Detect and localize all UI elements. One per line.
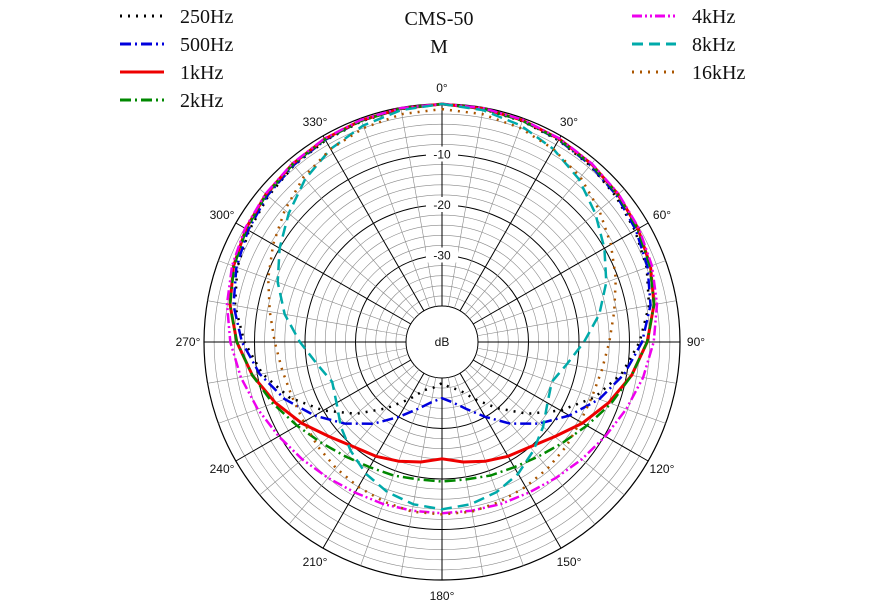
angle-label: 0°: [436, 81, 448, 95]
radial-tick-label: -20: [433, 198, 451, 212]
grid-spoke: [259, 188, 415, 320]
radial-tick-bg: [426, 146, 458, 162]
grid-spoke: [475, 260, 666, 330]
grid-spoke: [464, 159, 596, 315]
angle-label: 150°: [557, 555, 582, 569]
legend-label: 2kHz: [180, 90, 224, 112]
legend-item: 16kHz: [630, 60, 872, 88]
angle-label: 210°: [303, 555, 328, 569]
radial-tick-bg: [426, 247, 458, 263]
grid-spoke: [360, 375, 430, 566]
radial-tick-label: -10: [433, 148, 451, 162]
legend-item: 500Hz: [118, 32, 378, 60]
series-line-16khz: [266, 107, 618, 516]
legend-label: 4kHz: [692, 6, 736, 28]
chart-title: CMS-50: [404, 8, 474, 30]
center-label: dB: [435, 335, 450, 349]
legend-swatch: [120, 42, 164, 46]
radial-tick-bg: [426, 197, 458, 212]
grid-spoke: [469, 364, 625, 496]
angle-label: 180°: [430, 589, 455, 603]
grid-spoke: [360, 118, 430, 309]
legend-label: 8kHz: [692, 34, 736, 56]
grid-spoke: [207, 300, 407, 337]
grid-spoke: [459, 135, 562, 312]
grid-spoke: [472, 222, 649, 325]
legend-label: 250Hz: [180, 6, 234, 28]
legend-left: 250Hz 500Hz 1kHz 2kHz: [118, 4, 378, 116]
grid-spoke: [447, 377, 484, 577]
grid-spoke: [477, 300, 677, 337]
angle-label: 120°: [650, 462, 675, 476]
grid-spoke: [322, 372, 425, 549]
grid-spoke: [218, 260, 409, 330]
legend-swatch: [120, 70, 164, 74]
grid-spoke: [259, 364, 415, 496]
angle-label: 90°: [687, 335, 705, 349]
grid-spoke: [218, 354, 409, 424]
angle-label: 240°: [210, 462, 235, 476]
grid-spoke: [322, 135, 425, 312]
chart-subtitle: M: [430, 36, 448, 58]
grid-spoke: [235, 222, 412, 325]
legend-swatch: [632, 14, 676, 18]
legend-swatch: [120, 98, 164, 102]
legend-item: 8kHz: [630, 32, 872, 60]
legend-label: 16kHz: [692, 62, 746, 84]
grid-spoke: [469, 188, 625, 320]
grid-spoke: [475, 354, 666, 424]
legend-right: 4kHz 8kHz 16kHz: [630, 4, 872, 88]
legend-item: 4kHz: [630, 4, 872, 32]
grid-spoke: [447, 107, 484, 307]
angle-label: 60°: [653, 208, 671, 222]
angle-label: 330°: [303, 115, 328, 129]
grid-spoke: [400, 107, 437, 307]
legend-item: 250Hz: [118, 4, 378, 32]
series-line-4khz: [225, 102, 659, 515]
angle-label: 300°: [210, 208, 235, 222]
legend-label: 1kHz: [180, 62, 224, 84]
angle-label: 30°: [560, 115, 578, 129]
angle-label: 270°: [176, 335, 201, 349]
legend-item: 1kHz: [118, 60, 378, 88]
legend-item: 2kHz: [118, 88, 378, 116]
legend-label: 500Hz: [180, 34, 234, 56]
grid-spoke: [459, 372, 562, 549]
grid-spoke: [400, 377, 437, 577]
legend-swatch: [632, 42, 676, 46]
grid-spoke: [288, 159, 420, 315]
radial-tick-label: -30: [433, 249, 451, 263]
grid-spoke: [454, 118, 524, 309]
